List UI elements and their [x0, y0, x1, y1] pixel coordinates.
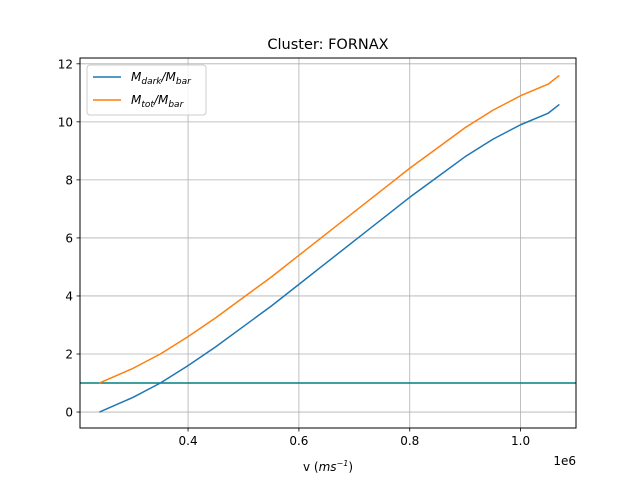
x-axis-label-close: ) [348, 460, 353, 474]
legend-label-tot: Mtot/Mbar [131, 93, 185, 110]
y-tick-label: 12 [58, 57, 73, 71]
x-offset-label: 1e6 [553, 454, 576, 468]
legend-label-dark: Mdark/Mbar [131, 70, 192, 87]
x-tick-label: 0.4 [179, 434, 198, 448]
chart-title: Cluster: FORNAX [267, 37, 388, 53]
legend: Mdark/Mbar Mtot/Mbar [86, 64, 207, 116]
series-line-tot [99, 74, 560, 384]
x-tick-label: 0.8 [400, 434, 419, 448]
y-tick-label: 2 [65, 348, 73, 362]
y-tick-label: 8 [65, 173, 73, 187]
x-axis-label: v (ms−1) [303, 459, 353, 474]
series-layer [99, 74, 560, 413]
x-axis-label-exponent: −1 [337, 459, 349, 468]
y-tick-label: 0 [65, 406, 73, 420]
series-line-dark [99, 103, 560, 413]
plot-frame [79, 57, 577, 429]
x-tick-label: 1.0 [511, 434, 530, 448]
grid [80, 58, 576, 428]
ticks: 0.4 0.6 0.8 1.0 0 2 4 6 8 10 12 [58, 57, 530, 448]
y-tick-label: 6 [65, 231, 73, 245]
y-tick-label: 10 [58, 115, 73, 129]
x-axis-label-unit: ms [319, 460, 337, 474]
x-axis-label-base: v ( [303, 460, 319, 474]
y-tick-label: 4 [65, 289, 73, 303]
x-tick-label: 0.6 [289, 434, 308, 448]
